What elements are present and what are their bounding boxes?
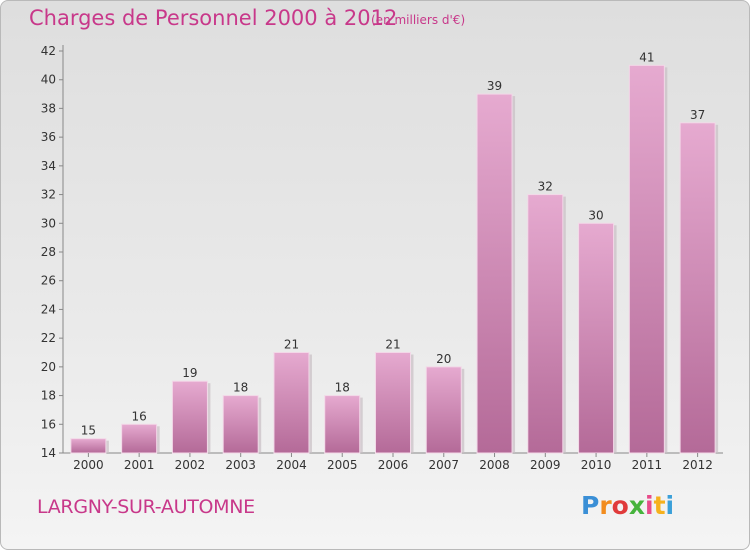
y-tick-label: 16 <box>41 417 56 431</box>
y-tick-label: 38 <box>41 101 56 115</box>
y-tick-label: 30 <box>41 216 56 230</box>
data-label: 19 <box>182 366 197 380</box>
logo-letter: i <box>665 491 675 520</box>
x-tick-label: 2009 <box>530 458 561 472</box>
x-tick-label: 2008 <box>479 458 510 472</box>
x-tick-label: 2001 <box>124 458 155 472</box>
y-tick-label: 24 <box>41 302 56 316</box>
x-tick-label: 2006 <box>378 458 409 472</box>
bar <box>679 122 716 454</box>
data-label: 30 <box>588 208 603 222</box>
bar <box>273 352 310 454</box>
commune-name: LARGNY-SUR-AUTOMNE <box>37 496 255 518</box>
data-label: 15 <box>81 424 96 438</box>
data-label: 20 <box>436 352 451 366</box>
logo-letter: P <box>581 491 600 520</box>
y-tick-label: 22 <box>41 331 56 345</box>
bar <box>324 395 361 454</box>
bar <box>375 352 411 454</box>
x-tick-label: 2011 <box>632 458 663 472</box>
data-label: 18 <box>233 381 248 395</box>
proxiti-logo: Proxiti <box>581 491 674 520</box>
bar <box>222 395 259 454</box>
y-tick-label: 26 <box>41 274 56 288</box>
y-tick-label: 18 <box>41 389 56 403</box>
data-label: 41 <box>639 50 654 64</box>
y-tick-label: 34 <box>41 159 56 173</box>
data-label: 37 <box>690 108 705 122</box>
logo-letter: o <box>611 491 629 520</box>
bar <box>70 438 107 454</box>
data-label: 21 <box>385 338 400 352</box>
y-tick-label: 40 <box>41 73 56 87</box>
x-tick-label: 2005 <box>327 458 358 472</box>
bar <box>476 93 513 454</box>
bar <box>171 380 208 454</box>
chart-subtitle: (en milliers d'€) <box>371 13 466 27</box>
x-tick-label: 2002 <box>175 458 206 472</box>
x-tick-label: 2000 <box>73 458 104 472</box>
y-tick-label: 28 <box>41 245 56 259</box>
data-label: 32 <box>538 180 553 194</box>
x-tick-label: 2004 <box>276 458 307 472</box>
bar <box>121 423 158 454</box>
bar <box>425 366 462 454</box>
bar <box>578 222 615 454</box>
data-label: 18 <box>335 381 350 395</box>
y-tick-label: 36 <box>41 130 56 144</box>
data-label: 16 <box>132 409 147 423</box>
logo-letter: x <box>628 491 645 520</box>
logo-letter: r <box>599 491 612 520</box>
logo-letter: t <box>653 491 666 520</box>
x-tick-label: 2007 <box>428 458 459 472</box>
x-tick-label: 2003 <box>225 458 256 472</box>
y-tick-label: 42 <box>41 44 56 58</box>
logo-letter: i <box>645 491 654 520</box>
data-label: 21 <box>284 338 299 352</box>
y-tick-label: 32 <box>41 188 56 202</box>
y-tick-label: 20 <box>41 360 56 374</box>
y-tick-label: 14 <box>41 446 56 460</box>
bar <box>527 194 564 454</box>
data-label: 39 <box>487 79 502 93</box>
chart-title: Charges de Personnel 2000 à 2012 <box>29 6 398 30</box>
x-tick-label: 2010 <box>581 458 612 472</box>
bar <box>628 64 665 454</box>
x-tick-label: 2012 <box>682 458 713 472</box>
